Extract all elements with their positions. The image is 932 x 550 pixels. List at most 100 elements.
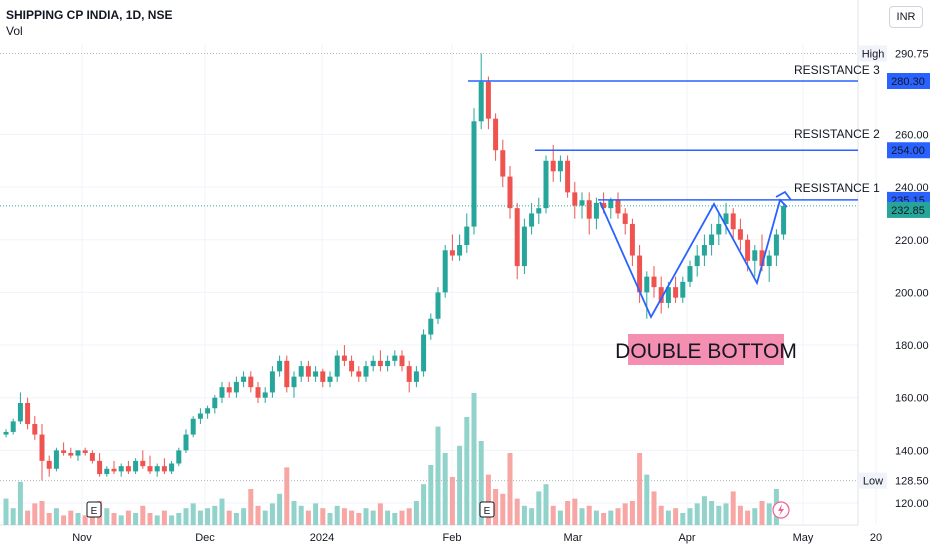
volume-bar [356, 513, 362, 525]
volume-bar [327, 513, 333, 525]
candle-body [17, 402, 23, 422]
x-tick-label: 20 [870, 532, 882, 544]
volume-bar [694, 503, 700, 525]
volume-bar [349, 510, 355, 525]
volume-bar [212, 505, 218, 525]
annotations: RESISTANCE 3 RESISTANCE 2 RESISTANCE 1 DOUB… [0, 53, 880, 519]
x-tick-label: Feb [443, 532, 462, 544]
volume-bar [435, 426, 441, 525]
candle-body [68, 452, 74, 456]
candle-body [284, 360, 290, 388]
volume-bar [615, 508, 621, 525]
volume-bar [709, 501, 715, 525]
candle-body [277, 360, 283, 372]
x-tick-label: 2024 [310, 532, 334, 544]
candle-body [737, 229, 743, 240]
volume-bar [442, 453, 448, 525]
candle-body [485, 81, 491, 119]
volume-bar [716, 505, 722, 525]
currency-button[interactable]: INR [889, 6, 923, 28]
volume-bar [413, 501, 419, 525]
volume-bar [737, 505, 743, 525]
price-tag: 280.30 [891, 76, 925, 88]
volume-bar [25, 510, 31, 525]
candle-body [349, 360, 355, 372]
volume-bar [248, 489, 254, 525]
volume-bar [658, 505, 664, 525]
volume-bar [586, 505, 592, 525]
volume-bar [464, 417, 470, 525]
y-tick-label: 140.00 [895, 445, 929, 457]
volume-bar [399, 510, 405, 525]
candle-body [212, 397, 218, 409]
candle-body [392, 355, 398, 361]
volume-bar [32, 503, 38, 525]
candle-body [341, 355, 347, 361]
candle-body [442, 250, 448, 293]
candle-body [478, 81, 484, 122]
candle-body [536, 208, 542, 214]
candle-body [377, 360, 383, 367]
candle-body [140, 460, 146, 467]
candle-body [291, 376, 297, 388]
volume-bar [377, 503, 383, 525]
candle-body [320, 371, 326, 382]
earnings-marker [479, 501, 495, 518]
candle-body [305, 366, 311, 377]
volume-bar [500, 493, 506, 525]
candle-body [97, 460, 103, 475]
price-axis: 120.00 140.00 160.00 180.00 200.00 220.00 240.… [72, 45, 930, 544]
volume-bar [320, 508, 326, 525]
candle-body [118, 466, 124, 472]
volume-bar [75, 513, 81, 525]
candle-body [449, 250, 455, 256]
volume-bar [723, 503, 729, 525]
volume-bar [536, 491, 542, 525]
double-bottom-pattern [599, 198, 788, 320]
candle-body [773, 234, 779, 256]
volume-bar [543, 484, 549, 525]
candle-body [385, 360, 391, 367]
volume-bar [507, 453, 513, 525]
volume-bar [745, 510, 751, 525]
volume-bar [421, 484, 427, 525]
y-tick-label: 240.00 [895, 182, 929, 194]
volume-bar [291, 501, 297, 525]
volume-bar [457, 445, 463, 525]
candle-body [745, 239, 751, 261]
volume-bar [493, 489, 499, 525]
candle-body [32, 424, 38, 435]
low-value: 128.50 [895, 476, 929, 488]
volume-bar [341, 508, 347, 525]
candle-body [435, 292, 441, 319]
candle-body [586, 200, 592, 219]
candle-body [61, 450, 67, 453]
volume-bar [39, 501, 45, 525]
candle-body [421, 334, 427, 372]
candle-body [334, 355, 340, 377]
candle-body [111, 468, 117, 472]
candle-body [673, 287, 679, 298]
price-tag: 254.00 [891, 145, 925, 157]
x-tick-label: Dec [195, 532, 215, 544]
candle-body [716, 223, 722, 235]
pattern-label-bg [628, 334, 784, 365]
volume-bar [46, 513, 52, 525]
volume-bar [593, 510, 599, 525]
resistance-label: RESISTANCE 3 [794, 63, 880, 77]
candle-body [39, 434, 45, 461]
volume-bar [665, 510, 671, 525]
volume-bar [478, 441, 484, 525]
volume-bar [529, 508, 535, 525]
volume-bar [61, 515, 67, 525]
candle-body [428, 318, 434, 335]
volume-bar [622, 503, 628, 525]
volume-indicator-label[interactable]: Vol [6, 24, 23, 38]
last-price-tag: 232.85 [891, 205, 925, 217]
candle-body [781, 205, 787, 235]
volume-bar [305, 510, 311, 525]
candle-body [550, 160, 556, 172]
candle-body [10, 421, 16, 432]
candle-body [608, 200, 614, 209]
